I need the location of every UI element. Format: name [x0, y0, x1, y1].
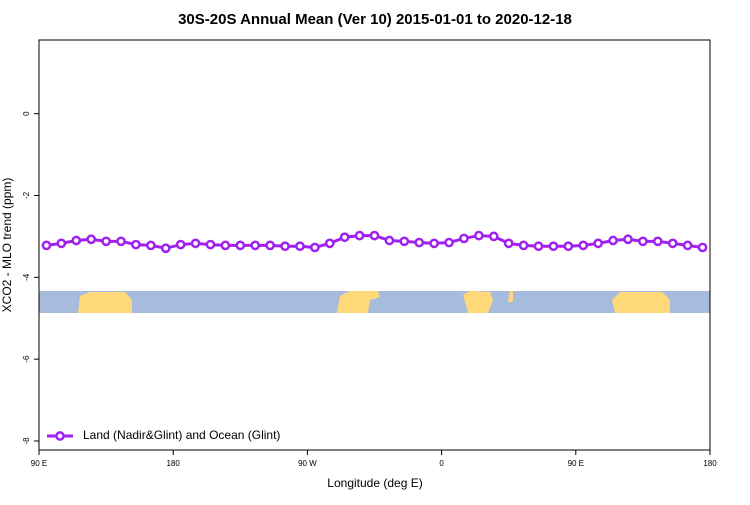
data-point [444, 237, 454, 248]
data-point [667, 238, 678, 249]
data-point [429, 238, 439, 249]
data-point [235, 240, 246, 251]
y-tick-label: -6 [22, 355, 31, 363]
data-point [503, 238, 514, 249]
data-point [593, 238, 604, 249]
x-tick-label: 90 E [31, 459, 47, 468]
data-point [563, 241, 574, 252]
data-point [101, 236, 111, 247]
data-point [459, 233, 469, 244]
x-tick-label: 180 [167, 459, 181, 468]
data-point [324, 238, 335, 249]
data-point [250, 240, 261, 251]
y-tick-label: -2 [22, 191, 31, 199]
data-point [369, 230, 380, 241]
data-point [295, 241, 305, 252]
data-point [71, 235, 82, 246]
data-point [399, 236, 410, 247]
data-point [533, 241, 544, 252]
data-point [518, 240, 529, 251]
data-point [548, 241, 559, 252]
data-point [220, 240, 231, 251]
x-axis-label: Longitude (deg E) [327, 476, 422, 490]
data-point [160, 243, 171, 254]
data-point [697, 242, 708, 253]
data-point [175, 239, 186, 250]
y-tick-label: 0 [22, 111, 31, 116]
data-point [608, 235, 618, 246]
x-tick-label: 90 E [568, 459, 584, 468]
data-point [384, 235, 395, 246]
chart-title: 30S-20S Annual Mean (Ver 10) 2015-01-01 … [178, 11, 572, 28]
data-point [354, 230, 365, 241]
data-point [339, 232, 350, 243]
legend-label: Land (Nadir&Glint) and Ocean (Glint) [83, 428, 280, 442]
data-point [280, 241, 290, 252]
data-point [190, 238, 201, 249]
data-point [116, 236, 126, 247]
y-tick-label: -8 [22, 437, 31, 445]
data-point [638, 236, 648, 247]
data-point [86, 234, 97, 245]
data-point [488, 231, 499, 242]
legend-marker [55, 431, 65, 441]
y-tick-label: -4 [22, 273, 31, 281]
data-point [56, 238, 67, 249]
data-point [265, 240, 275, 251]
data-point [623, 234, 633, 245]
data-point [682, 240, 693, 251]
data-point [474, 230, 484, 241]
data-point [205, 239, 216, 250]
plot-frame [38, 39, 711, 451]
land-ocean-strip [39, 291, 710, 313]
x-tick-label: 180 [703, 459, 717, 468]
data-point [41, 240, 52, 251]
data-point [414, 237, 425, 248]
data-point [310, 242, 320, 253]
data-point [131, 239, 141, 250]
data-point [652, 236, 663, 247]
data-point [145, 240, 156, 251]
data-point [578, 240, 589, 251]
x-tick-label: 0 [439, 459, 444, 468]
x-tick-label: 90 W [298, 459, 317, 468]
y-axis-label: XCO2 - MLO trend (ppm) [0, 178, 14, 313]
